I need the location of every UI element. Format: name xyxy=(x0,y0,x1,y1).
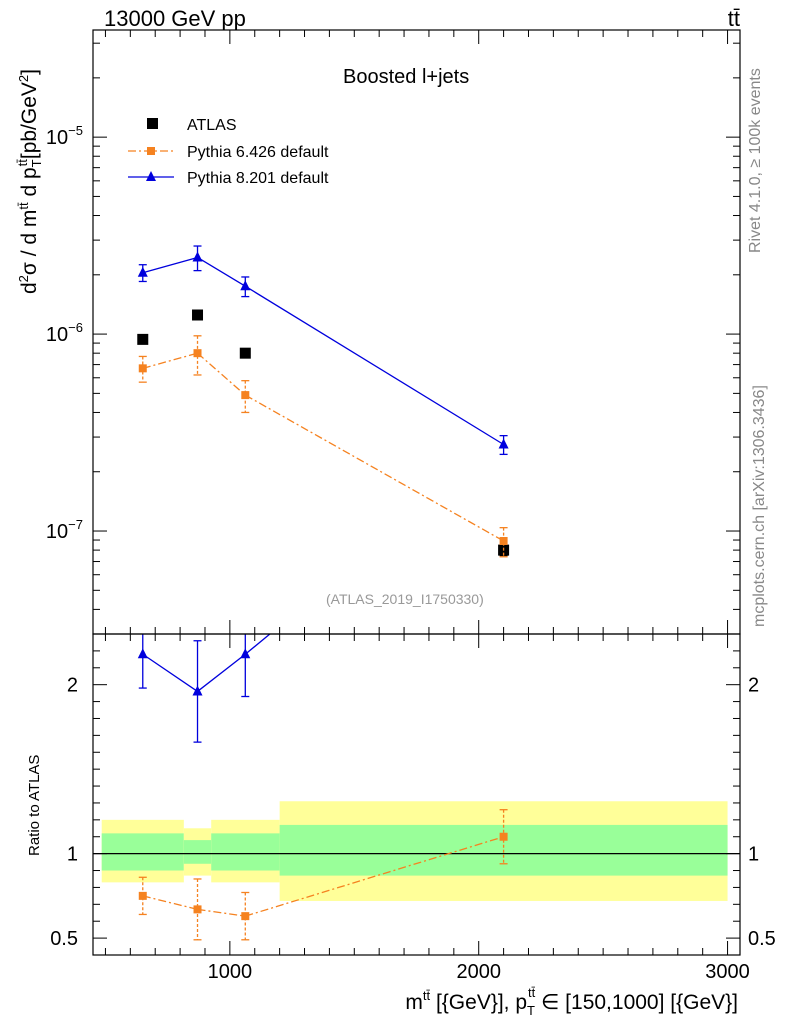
ratio-point xyxy=(137,648,148,659)
band-inner xyxy=(183,840,212,864)
pythia6-point xyxy=(138,364,147,373)
legend-marker-pythia6 xyxy=(147,147,155,155)
series-line-segment xyxy=(142,352,198,369)
atlas-data-point xyxy=(137,333,149,345)
ratio-line-segment xyxy=(142,895,198,911)
x-tick-label: 3000 xyxy=(705,961,750,983)
ratio-tick-label-right: 1 xyxy=(748,844,759,866)
series-line-segment xyxy=(244,394,504,542)
legend: ATLAS Pythia 6.426 default Pythia 8.201 … xyxy=(128,117,329,187)
pythia8-point xyxy=(498,438,509,449)
pythia6-point xyxy=(241,391,250,400)
ratio-y-label: Ratio to ATLAS xyxy=(26,755,43,856)
pythia8-point xyxy=(240,280,251,291)
x-tick-label: 1000 xyxy=(208,961,253,983)
series-layer xyxy=(137,245,510,941)
legend-label-atlas: ATLAS xyxy=(187,117,237,134)
ratio-point xyxy=(240,648,251,659)
ratio-point xyxy=(193,905,202,914)
mcplots-label: mcplots.cern.ch [arXiv:1306.3436] xyxy=(751,385,768,627)
ratio-tick-label-left: 0.5 xyxy=(50,928,78,950)
axes-layer: 1000 2000 3000 10−7 10−6 10−5 0.5 0.5 1 1 2 2 xyxy=(46,29,776,983)
legend-marker-pythia8 xyxy=(146,171,156,181)
y-tick-label: 10−6 xyxy=(46,320,83,346)
series-line-segment xyxy=(142,256,198,274)
y-axis-label: d2σ / d mtt̄ d pTtt̄[pb/GeV2] xyxy=(15,69,44,294)
header-right: tt̄ xyxy=(727,6,740,31)
uncertainty-bands xyxy=(93,801,740,901)
atlas-data-point xyxy=(239,347,251,359)
series-line-segment xyxy=(197,352,246,396)
ratio-point xyxy=(499,832,508,841)
x-axis-label: mtt̄ [{GeV}], pTtt̄ ∈ [150,1000] [{GeV}] xyxy=(405,985,738,1018)
series-line-segment xyxy=(244,285,504,446)
ratio-point xyxy=(138,891,147,900)
ratio-frame xyxy=(92,633,741,956)
ratio-line-segment xyxy=(245,836,504,917)
band-inner xyxy=(211,833,280,871)
pythia6-point xyxy=(499,536,508,545)
ratio-tick-label-right: 2 xyxy=(748,675,759,697)
ratio-tick-label-left: 2 xyxy=(67,675,78,697)
pythia8-point xyxy=(137,266,148,277)
ratio-line-segment xyxy=(142,653,198,692)
band-inner xyxy=(101,833,184,871)
ratio-point xyxy=(192,685,203,696)
series-line-segment xyxy=(197,256,246,287)
atlas-data-point xyxy=(192,309,204,321)
header-left: 13000 GeV pp xyxy=(104,6,246,31)
ratio-tick-label-left: 1 xyxy=(67,844,78,866)
pythia6-point xyxy=(193,349,202,358)
analysis-label: (ATLAS_2019_I1750330) xyxy=(326,591,484,607)
x-tick-label: 2000 xyxy=(456,961,501,983)
ratio-line-segment xyxy=(244,633,271,655)
rivet-label: Rivet 4.1.0, ≥ 100k events xyxy=(747,68,764,253)
y-tick-label: 10−5 xyxy=(46,123,83,149)
legend-label-pythia6: Pythia 6.426 default xyxy=(187,144,329,161)
plot-title: Boosted l+jets xyxy=(343,66,470,88)
ratio-tick-label-right: 0.5 xyxy=(748,928,776,950)
legend-marker-atlas xyxy=(147,118,158,129)
legend-label-pythia8: Pythia 8.201 default xyxy=(187,170,329,187)
ratio-point xyxy=(241,912,250,921)
pythia8-point xyxy=(192,251,203,262)
ratio-line-segment xyxy=(197,908,246,917)
y-tick-label: 10−7 xyxy=(46,517,83,543)
ratio-line-segment xyxy=(197,653,246,692)
